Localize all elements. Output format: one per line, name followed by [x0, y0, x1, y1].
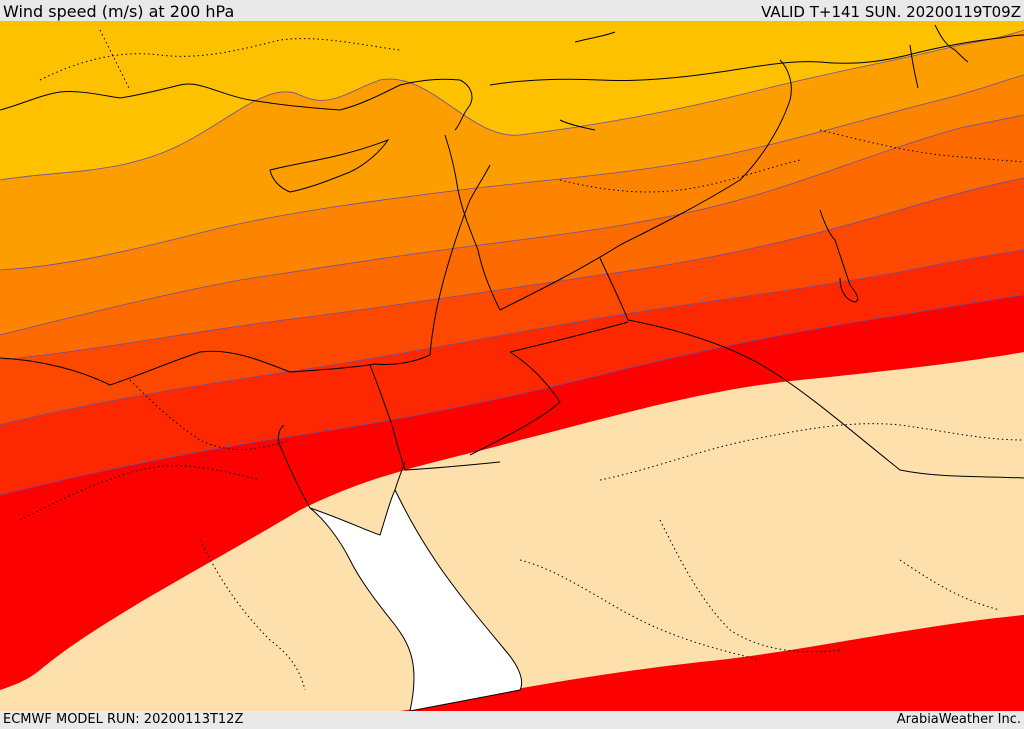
coastline — [429, 164, 491, 356]
internal-boundary — [199, 539, 306, 691]
valid-time: VALID T+141 SUN. 20200119T09Z — [761, 3, 1021, 21]
coastline — [0, 350, 431, 386]
internal-boundary — [659, 519, 841, 653]
contour-line — [0, 249, 1024, 426]
internal-boundary — [39, 38, 401, 81]
contour-line — [0, 177, 1024, 361]
coastline — [574, 31, 616, 43]
coastline — [394, 461, 406, 491]
red-sea — [309, 488, 523, 711]
coastline — [0, 78, 473, 131]
internal-boundary — [599, 423, 1024, 481]
speed-band-south — [410, 615, 1024, 711]
credit-label: ArabiaWeather Inc. — [896, 712, 1021, 727]
internal-boundary — [19, 465, 261, 521]
internal-boundary — [899, 559, 1001, 611]
coastline — [277, 424, 311, 509]
border-line — [909, 44, 919, 89]
map-title: Wind speed (m/s) at 200 hPa — [3, 2, 235, 21]
internal-boundary — [819, 129, 1024, 163]
model-run-label: ECMWF MODEL RUN: 20200113T12Z — [3, 712, 244, 727]
calm-region — [0, 352, 1024, 711]
header-bar: Wind speed (m/s) at 200 hPa VALID T+141 … — [0, 0, 1024, 21]
coastline — [819, 209, 859, 303]
border-line — [369, 364, 501, 471]
border-line — [599, 257, 1024, 479]
coastline — [559, 119, 596, 131]
border-line — [469, 351, 561, 456]
coastline — [489, 34, 1024, 86]
internal-boundary — [559, 159, 801, 193]
border-line — [509, 321, 629, 353]
border-line — [499, 59, 792, 311]
contour-line — [0, 294, 1024, 496]
coastline — [934, 24, 969, 63]
contour-line — [0, 29, 1024, 181]
coastline — [269, 138, 390, 193]
footer-bar: ECMWF MODEL RUN: 20200113T12Z ArabiaWeat… — [0, 711, 1024, 729]
border-line — [444, 134, 501, 311]
contour-line — [0, 74, 1024, 271]
wind-speed-map[interactable] — [0, 21, 1024, 711]
contour-line — [0, 114, 1024, 336]
